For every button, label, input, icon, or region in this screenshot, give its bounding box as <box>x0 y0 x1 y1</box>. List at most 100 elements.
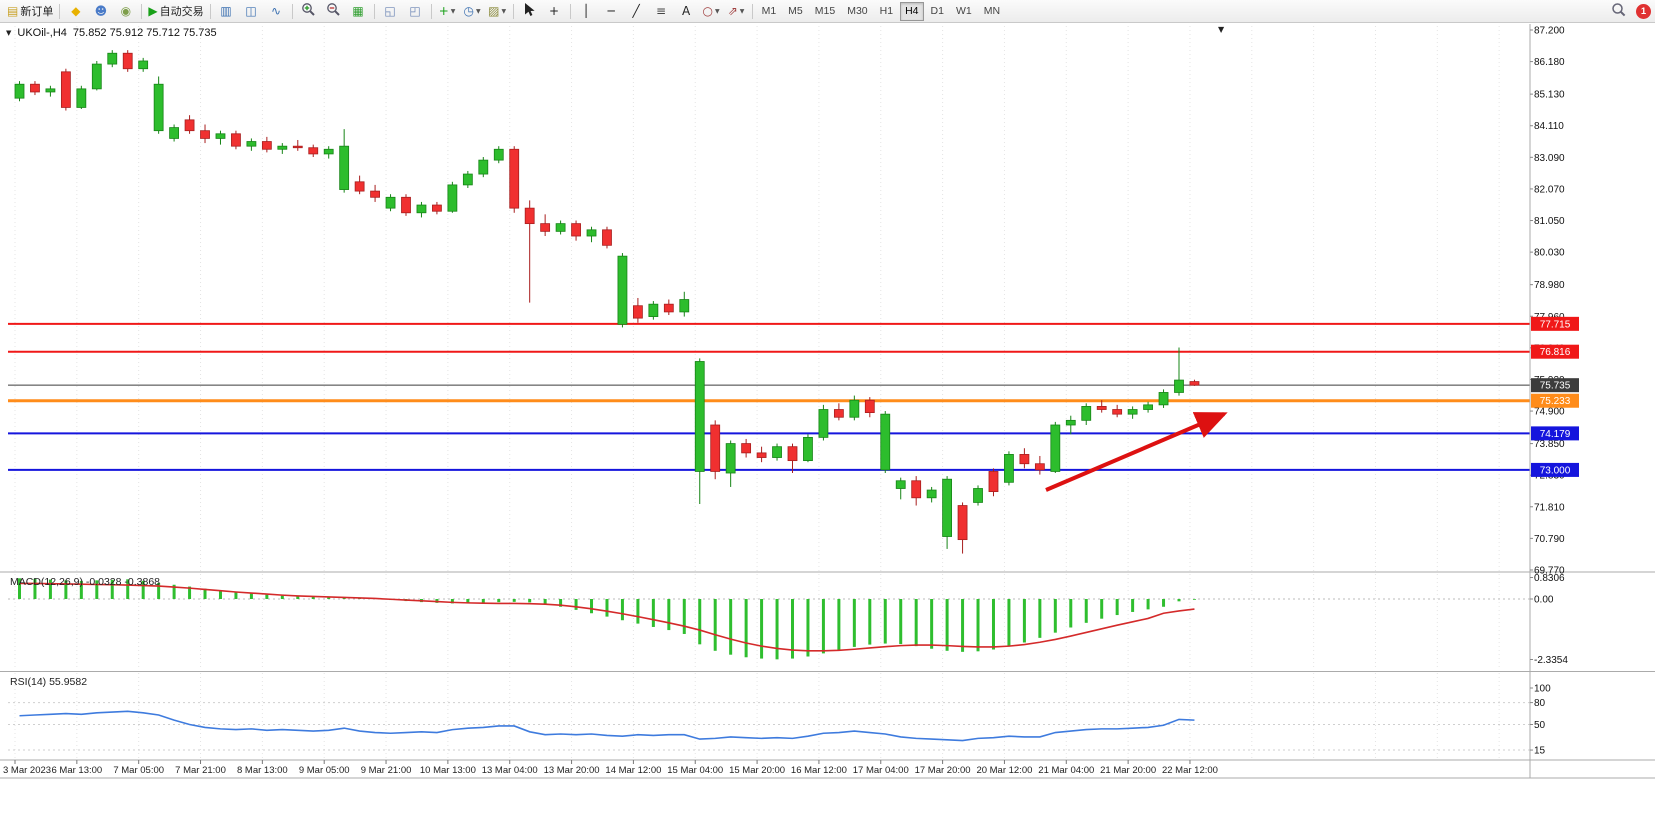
price-axis-label: 80.030 <box>1534 248 1565 259</box>
rsi-axis[interactable]: 100 80 50 15 <box>1530 684 1551 757</box>
expand-quote-icon[interactable]: ▼ <box>6 29 12 37</box>
timeframe-m5-button[interactable]: M5 <box>788 5 803 17</box>
time-axis[interactable]: 3 Mar 2023 6 Mar 13:00 7 Mar 05:00 7 Mar 21… <box>3 760 1218 776</box>
time-axis-label: 20 Mar 12:00 <box>976 765 1032 776</box>
bar-chart-icon-button[interactable]: ▥ <box>214 1 239 22</box>
chart-shift-marker[interactable]: ▼ <box>1218 25 1225 34</box>
price-axis[interactable]: 87.200 86.180 85.130 84.110 83.090 82.070 81.0… <box>1530 26 1565 577</box>
zoom-out-button[interactable] <box>321 1 346 22</box>
shapes-button-dropdown-caret[interactable]: ▼ <box>715 7 720 15</box>
candle-body <box>169 127 180 139</box>
timeframe-w1-button[interactable]: W1 <box>955 5 972 17</box>
candle-body <box>694 361 705 472</box>
candle-body <box>308 147 319 155</box>
market-icon-button[interactable]: ◆ <box>63 1 88 22</box>
search-icon <box>1611 2 1626 20</box>
zoom-out-icon <box>326 2 341 20</box>
candle-body <box>323 148 334 155</box>
macd-axis-label: 0.00 <box>1534 595 1554 606</box>
time-axis-label: 21 Mar 20:00 <box>1100 765 1156 776</box>
candlestick-chart-icon-button[interactable]: ◫ <box>239 1 264 22</box>
time-axis-label: 10 Mar 13:00 <box>420 765 476 776</box>
shapes-button[interactable]: ○ ▼ <box>699 1 724 22</box>
grid-icon-button[interactable]: ▦ <box>346 1 371 22</box>
community-icon-button[interactable]: ☻ <box>88 1 113 22</box>
search-button[interactable] <box>1606 1 1631 22</box>
arrows-button-dropdown-caret[interactable]: ▼ <box>739 7 745 15</box>
arrange-windows-button[interactable]: ◰ <box>403 1 428 22</box>
price-badge-resistance-2 <box>1531 344 1579 359</box>
price-badge-label: 73.000 <box>1540 465 1571 476</box>
candle-body <box>1127 409 1138 415</box>
timeframe-m15-button[interactable]: M15 <box>814 5 836 17</box>
candle-body <box>246 141 257 147</box>
text-label-button[interactable]: A <box>674 1 699 22</box>
toolbar-separator <box>291 3 293 19</box>
candle-body <box>1019 454 1030 465</box>
candle-body <box>153 83 164 132</box>
vertical-line-icon: │ <box>582 4 590 18</box>
price-axis-label: 83.090 <box>1534 153 1565 164</box>
grid-icon-icon: ▦ <box>352 4 364 18</box>
trendline-button[interactable]: ╱ <box>624 1 649 22</box>
new-chart-button[interactable]: + ▼ <box>435 1 460 22</box>
time-axis-label: 14 Mar 12:00 <box>605 765 661 776</box>
new-chart-icon: + <box>438 4 449 18</box>
rsi-panel[interactable] <box>8 702 1530 751</box>
horizontal-line-button[interactable]: ─ <box>599 1 624 22</box>
timeframe-mn-button[interactable]: MN <box>983 5 1001 17</box>
candle-body <box>571 223 581 237</box>
trendline-icon: ╱ <box>632 4 640 18</box>
timeframe-h4-button[interactable]: H4 <box>900 1 924 21</box>
period-clock-button-dropdown-caret[interactable]: ▼ <box>476 7 481 15</box>
autotrading-button[interactable]: ▶ 自动交易 <box>145 1 206 22</box>
time-axis-label: 7 Mar 05:00 <box>113 765 164 776</box>
candle-body <box>540 223 551 232</box>
macd-axis-label: -2.3354 <box>1534 655 1568 666</box>
macd-axis[interactable]: 0.8306 0.00 -2.3354 <box>1530 573 1568 666</box>
arrows-icon: ⇗ <box>727 4 738 18</box>
zoom-in-button[interactable] <box>296 1 321 22</box>
chart-template-button[interactable]: ▨ ▼ <box>485 1 510 22</box>
timeframe-m1-button[interactable]: M1 <box>761 5 777 17</box>
price-badge-label: 77.715 <box>1540 319 1571 330</box>
candle-body <box>864 399 875 414</box>
candle-body <box>880 413 891 471</box>
candle-body <box>122 52 133 70</box>
timeframe-m30-button[interactable]: M30 <box>847 5 868 17</box>
chart-ohlc-values: 75.852 75.912 75.712 75.735 <box>72 27 217 39</box>
cursor-button[interactable] <box>517 1 542 22</box>
line-chart-icon-icon: ∿ <box>271 4 282 18</box>
candle-body <box>215 133 226 139</box>
macd-axis-label: 0.8306 <box>1534 573 1565 584</box>
chart-template-button-dropdown-caret[interactable]: ▼ <box>501 7 507 15</box>
text-label-icon: A <box>681 4 691 18</box>
broadcast-icon-button[interactable]: ◉ <box>113 1 138 22</box>
candle-body <box>1143 404 1153 410</box>
candle-body <box>231 133 241 147</box>
fibonacci-button[interactable]: ≡ <box>649 1 674 22</box>
notifications-badge[interactable]: 1 <box>1636 3 1651 19</box>
price-badge-support-1 <box>1531 426 1579 441</box>
timeframe-d1-button[interactable]: D1 <box>930 5 944 17</box>
arrows-button[interactable]: ⇗ ▼ <box>724 1 749 22</box>
new-order-button[interactable]: ▤ 新订单 <box>4 1 56 22</box>
gridlines <box>14 26 1500 759</box>
candle-body <box>478 159 489 175</box>
vertical-line-button[interactable]: │ <box>574 1 599 22</box>
candle-body <box>14 83 25 99</box>
level-lines-layer <box>8 322 1530 471</box>
trend-arrow[interactable] <box>1045 412 1228 492</box>
new-chart-button-dropdown-caret[interactable]: ▼ <box>450 7 456 15</box>
macd-panel[interactable] <box>8 578 1530 660</box>
candle-body <box>277 145 288 150</box>
line-chart-icon-button[interactable]: ∿ <box>264 1 289 22</box>
price-badge-support-2 <box>1531 462 1579 477</box>
period-clock-button[interactable]: ◷ ▼ <box>460 1 485 22</box>
toolbar-separator <box>209 3 211 19</box>
timeframe-h1-button[interactable]: H1 <box>879 5 894 17</box>
crosshair-button[interactable]: + <box>542 1 567 22</box>
tile-windows-button[interactable]: ◱ <box>378 1 403 22</box>
candle-body <box>926 489 937 499</box>
